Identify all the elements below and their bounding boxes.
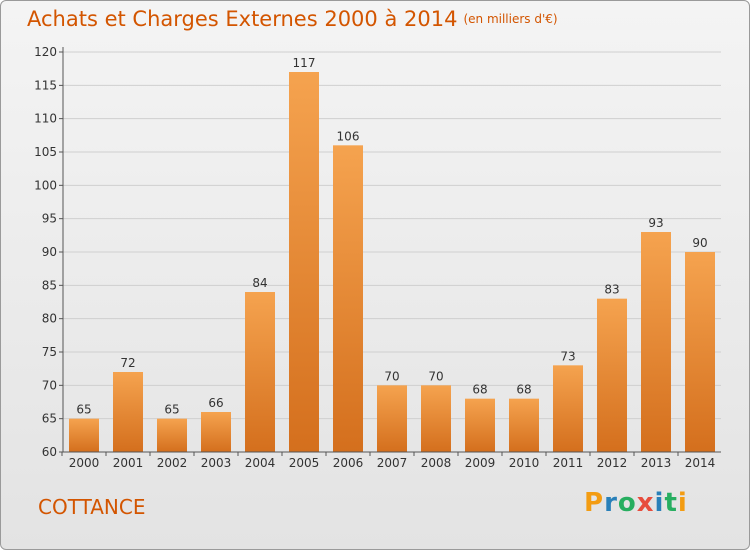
bar-value-label: 84 [252,276,267,290]
bar-2005 [289,72,319,452]
y-tick-label: 115 [34,78,57,92]
bar-2006 [333,145,363,453]
bar-value-label: 106 [337,129,360,143]
bar-2002 [157,418,187,452]
bar-2009 [465,398,495,452]
bar-2001 [113,372,143,452]
bar-2007 [377,385,407,452]
bar-2011 [553,365,583,452]
bar-value-label: 65 [76,403,91,417]
chart-title-text: Achats et Charges Externes 2000 à 2014 [27,7,458,31]
bar-2012 [597,298,627,452]
x-tick-label: 2014 [685,456,716,470]
bar-2000 [69,418,99,452]
bar-2008 [421,385,451,452]
proxiti-logo[interactable]: Proxiti [584,488,688,518]
bar-value-label: 83 [604,283,619,297]
logo-letter: i [677,488,688,518]
x-tick-label: 2006 [333,456,364,470]
y-tick-label: 65 [42,412,57,426]
logo-letter: i [654,488,665,518]
bar-value-label: 70 [428,369,443,383]
x-tick-label: 2000 [69,456,100,470]
bar-2003 [201,412,231,452]
bar-value-label: 93 [648,216,663,230]
y-tick-label: 95 [42,212,57,226]
bar-value-label: 117 [293,56,316,70]
y-tick-label: 90 [42,245,57,259]
y-tick-label: 100 [34,178,57,192]
y-tick-label: 70 [42,378,57,392]
chart-title: Achats et Charges Externes 2000 à 2014 (e… [27,7,558,31]
logo-letter: o [617,488,637,518]
x-tick-label: 2013 [641,456,672,470]
y-tick-label: 105 [34,145,57,159]
logo-letter: x [636,488,655,518]
logo-letter: t [664,488,678,518]
x-axis: 2000 2001 2002 2003 2004 2005 2006 2007 2008 2009… [61,451,721,470]
bar-value-label: 65 [164,403,179,417]
bar-value-label: 66 [208,396,223,410]
bar-value-label: 68 [472,383,487,397]
x-tick-label: 2004 [245,456,276,470]
x-tick-label: 2005 [289,456,320,470]
chart-unit: (en milliers d'€) [463,12,558,26]
bar-2004 [245,292,275,452]
x-tick-label: 2010 [509,456,540,470]
bar-value-label: 70 [384,369,399,383]
x-tick-label: 2011 [553,456,584,470]
x-tick-label: 2003 [201,456,232,470]
y-tick-label: 110 [34,112,57,126]
x-tick-label: 2001 [113,456,144,470]
x-tick-label: 2002 [157,456,188,470]
bars: 65 72 65 66 84 117 106 70 70 68 68 73 83 93 90 [69,56,715,453]
bar-chart: 60 65 70 75 80 85 90 95 100 105 110 115 120 65 72 65 66… [34,45,721,470]
y-tick-label: 60 [42,445,57,459]
bar-value-label: 72 [120,356,135,370]
bar-value-label: 68 [516,383,531,397]
y-tick-label: 75 [42,345,57,359]
x-tick-label: 2008 [421,456,452,470]
x-tick-label: 2009 [465,456,496,470]
bar-value-label: 90 [692,236,707,250]
y-tick-label: 80 [42,312,57,326]
logo-letter: P [584,488,605,518]
y-axis: 60 65 70 75 80 85 90 95 100 105 110 115 120 [34,45,64,459]
bar-2013 [641,232,671,452]
y-tick-label: 85 [42,278,57,292]
bar-value-label: 73 [560,349,575,363]
x-tick-label: 2012 [597,456,628,470]
x-tick-label: 2007 [377,456,408,470]
bar-2010 [509,398,539,452]
bar-2014 [685,252,715,452]
commune-name: COTTANCE [38,495,146,519]
logo-letter: r [604,488,618,518]
y-tick-label: 120 [34,45,57,59]
